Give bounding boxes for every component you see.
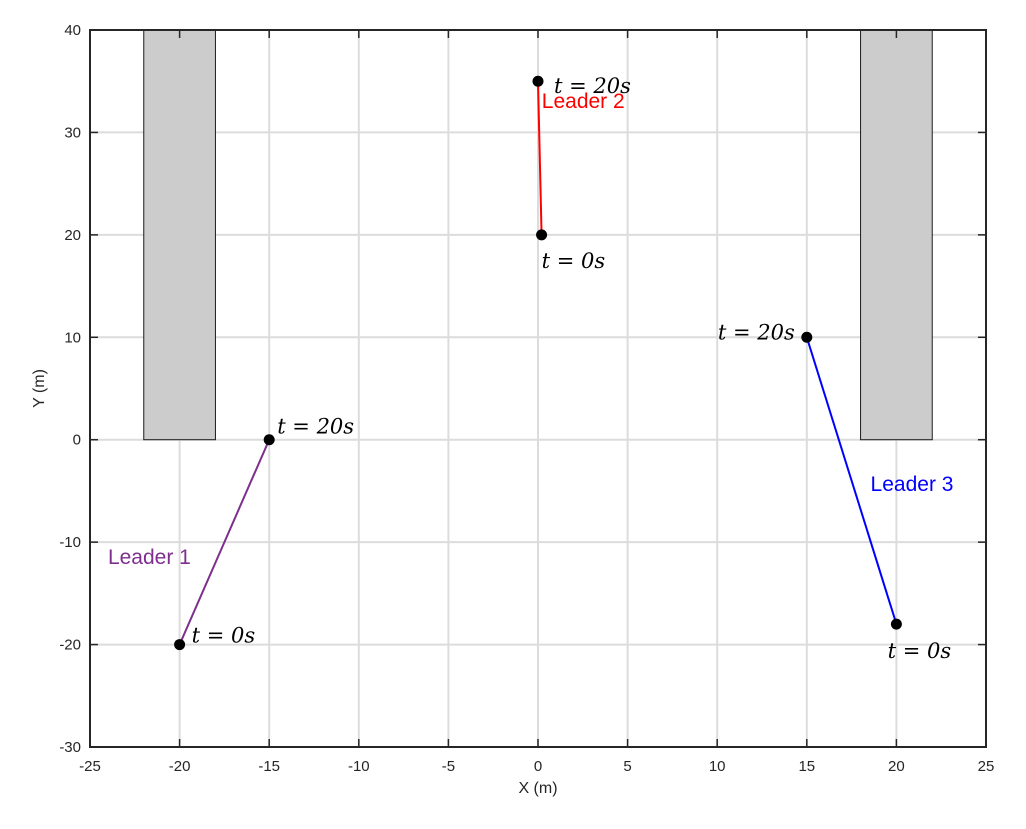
y-tick-label: -20 <box>59 637 81 654</box>
end-time-label: t = 20s <box>277 415 354 439</box>
start-time-label: t = 0s <box>542 249 606 273</box>
x-tick-label: 10 <box>709 758 726 775</box>
y-tick-label: -30 <box>59 739 81 756</box>
end-time-label: t = 20s <box>554 74 631 98</box>
x-tick-label: -10 <box>348 758 370 775</box>
x-tick-label: 15 <box>798 758 815 775</box>
leader-1-trajectory: Leader 1 t = 0s t = 20s <box>108 415 354 651</box>
y-axis-ticks: -30 -20 -10 0 10 20 30 40 <box>59 22 986 756</box>
x-axis-label: X (m) <box>518 780 557 797</box>
x-tick-label: 0 <box>534 758 542 775</box>
end-time-label: t = 20s <box>718 320 795 344</box>
leader-name-label: Leader 3 <box>871 473 954 496</box>
x-tick-label: -20 <box>169 758 191 775</box>
obstacle-block <box>860 29 933 441</box>
start-point-marker <box>536 229 548 241</box>
obstacle-block <box>143 29 216 441</box>
x-tick-label: -5 <box>442 758 455 775</box>
y-tick-label: 40 <box>64 22 81 39</box>
x-tick-label: 5 <box>623 758 631 775</box>
end-point-marker <box>263 434 275 446</box>
start-point-marker <box>890 618 902 630</box>
start-point-marker <box>174 639 186 651</box>
end-point-marker <box>801 331 813 343</box>
x-axis-ticks: -25 -20 -15 -10 -5 0 5 10 15 20 25 <box>79 30 994 775</box>
leader-3-trajectory: Leader 3 t = 0s t = 20s <box>718 320 954 663</box>
x-tick-label: -25 <box>79 758 101 775</box>
x-tick-label: 20 <box>888 758 905 775</box>
leader-name-label: Leader 1 <box>108 546 191 569</box>
x-tick-label: -15 <box>258 758 280 775</box>
trajectory-line <box>178 439 271 645</box>
y-tick-label: 20 <box>64 227 81 244</box>
leader-2-trajectory: Leader 2 t = 0s t = 20s <box>532 74 631 273</box>
trajectory-line <box>805 336 898 625</box>
obstacles <box>143 29 933 441</box>
end-point-marker <box>532 75 544 87</box>
y-tick-label: 0 <box>73 432 81 449</box>
leader-name-label: Leader 2 <box>542 90 625 113</box>
y-tick-label: 30 <box>64 124 81 141</box>
y-axis-label: Y (m) <box>31 369 48 408</box>
y-tick-label: 10 <box>64 329 81 346</box>
start-time-label: t = 0s <box>192 624 256 648</box>
y-tick-label: -10 <box>59 534 81 551</box>
trajectory-line <box>537 81 543 235</box>
start-time-label: t = 0s <box>888 639 952 663</box>
x-tick-label: 25 <box>978 758 995 775</box>
